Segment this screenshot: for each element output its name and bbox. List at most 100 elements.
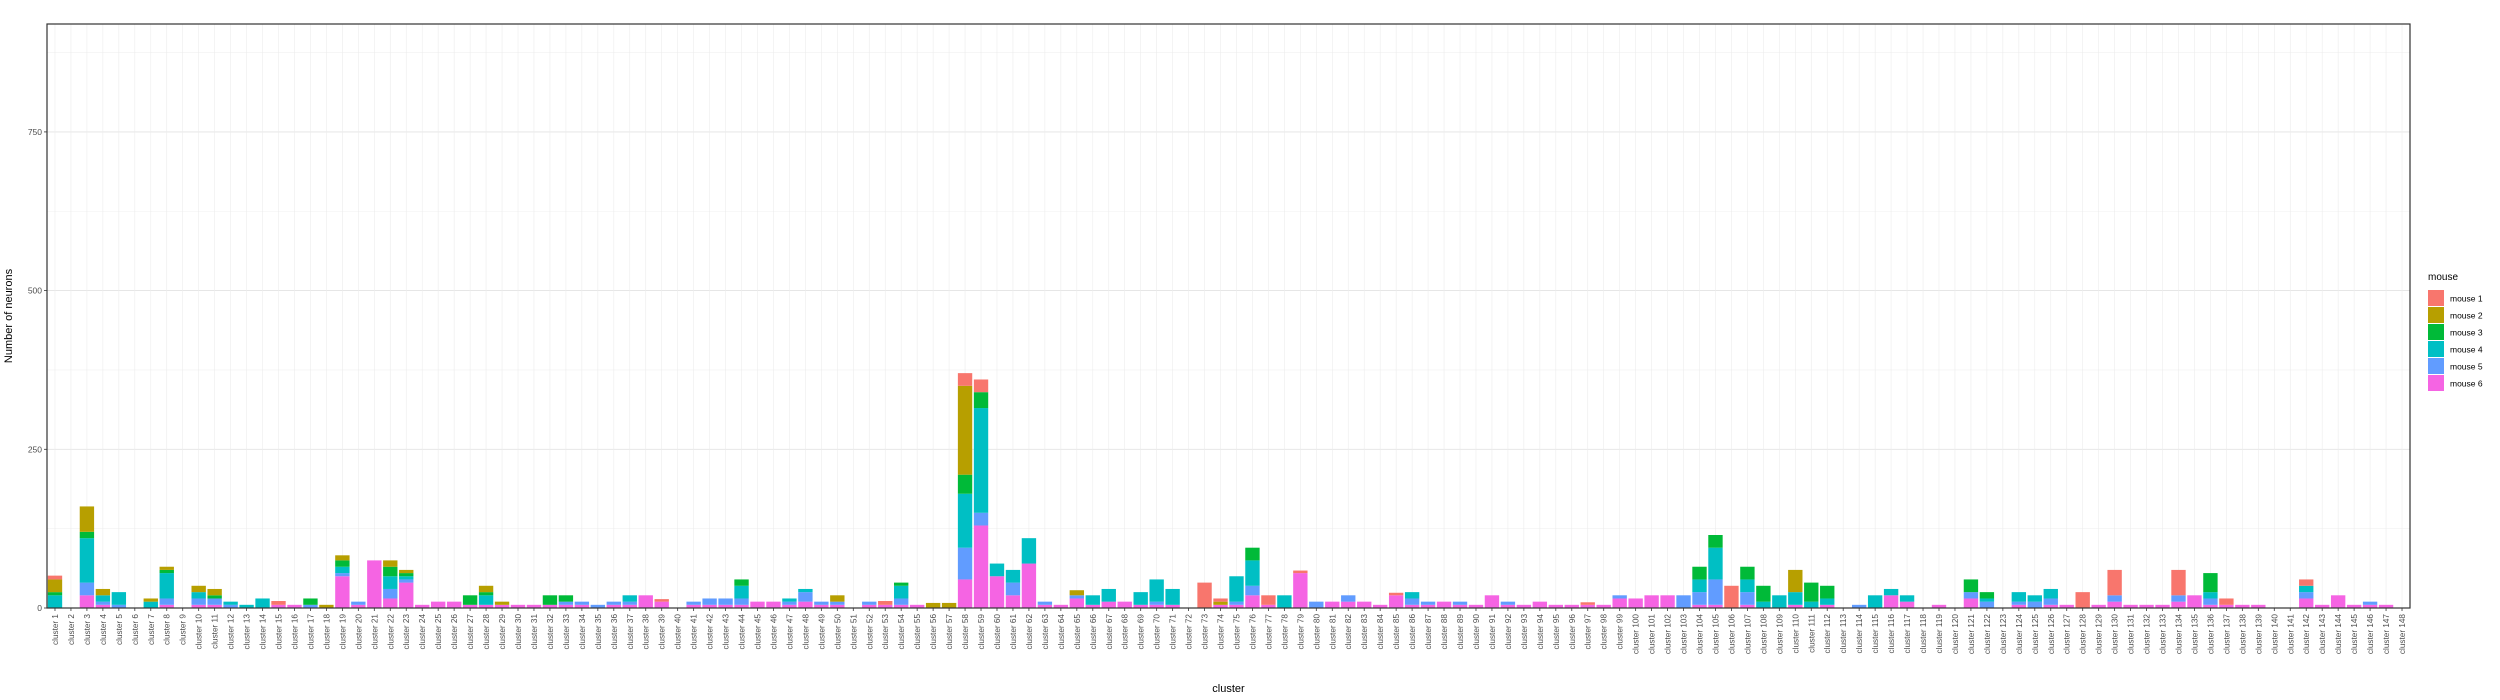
bar-segment-mouse-5-cluster-82 xyxy=(1341,595,1356,602)
bar-segment-mouse-6-cluster-132 xyxy=(2139,604,2154,608)
bar-segment-mouse-3-cluster-3 xyxy=(79,531,95,539)
x-tick-label: cluster 140 xyxy=(2270,614,2279,654)
x-tick-label: cluster 55 xyxy=(913,614,922,650)
x-tick-label: cluster 128 xyxy=(2079,614,2088,654)
bar-segment-mouse-5-cluster-136 xyxy=(2203,598,2218,605)
bar-segment-mouse-5-cluster-50 xyxy=(830,601,845,605)
bar-segment-mouse-6-cluster-70 xyxy=(1149,604,1164,608)
bar-segment-mouse-6-cluster-32 xyxy=(542,604,558,608)
bar-segment-mouse-2-cluster-19 xyxy=(335,555,350,561)
x-tick-label: cluster 75 xyxy=(1232,614,1241,650)
x-tick-label: cluster 32 xyxy=(546,614,555,650)
bar-segment-mouse-1-cluster-73 xyxy=(1197,582,1212,608)
bar-segment-mouse-4-cluster-86 xyxy=(1404,592,1420,599)
x-tick-label: cluster 58 xyxy=(961,614,970,650)
bar-segment-mouse-5-cluster-146 xyxy=(2362,601,2378,605)
bar-segment-mouse-6-cluster-24 xyxy=(415,604,430,608)
bar-segment-mouse-3-cluster-19 xyxy=(335,560,350,567)
bar-segment-mouse-6-cluster-28 xyxy=(478,604,494,608)
bar-segment-mouse-4-cluster-126 xyxy=(2043,588,2058,599)
x-tick-label: cluster 19 xyxy=(338,614,347,650)
legend: mouse mouse 1 mouse 2 mouse 3 mouse 4 mouse … xyxy=(2428,272,2483,391)
x-tick-label: cluster 89 xyxy=(1456,614,1465,650)
x-tick-label: cluster 124 xyxy=(2015,614,2024,654)
bar-segment-mouse-1-cluster-134 xyxy=(2171,569,2186,596)
bar-segment-mouse-4-cluster-142 xyxy=(2299,585,2314,593)
legend-key-mouse-5 xyxy=(2428,358,2444,374)
x-tick-label: cluster 56 xyxy=(929,614,938,650)
x-tick-label: cluster 36 xyxy=(610,614,619,650)
bar-segment-mouse-6-cluster-41 xyxy=(686,604,701,608)
bar-segment-mouse-2-cluster-22 xyxy=(383,560,398,567)
bar-segment-mouse-6-cluster-43 xyxy=(718,604,733,608)
bar-segment-mouse-4-cluster-116 xyxy=(1883,588,1899,596)
x-tick-label: cluster 67 xyxy=(1105,614,1114,650)
y-axis: 0 250 500 750 xyxy=(28,127,47,613)
bar-segment-mouse-6-cluster-39 xyxy=(654,601,669,608)
bar-segment-mouse-6-cluster-23 xyxy=(399,582,414,608)
bar-segment-mouse-6-cluster-105 xyxy=(1708,604,1723,608)
bar-segment-mouse-4-cluster-112 xyxy=(1820,598,1835,605)
bar-segment-mouse-2-cluster-56 xyxy=(925,602,941,608)
bar-segment-mouse-6-cluster-26 xyxy=(446,601,462,608)
x-tick-label: cluster 33 xyxy=(562,614,571,650)
y-tick-label: 750 xyxy=(28,127,42,137)
bar-segment-mouse-5-cluster-105 xyxy=(1708,579,1723,605)
x-tick-label: cluster 65 xyxy=(1073,614,1082,650)
bar-segment-mouse-4-cluster-67 xyxy=(1101,588,1116,602)
x-tick-label: cluster 85 xyxy=(1392,614,1401,650)
x-tick-label: cluster 136 xyxy=(2206,614,2215,654)
bar-segment-mouse-5-cluster-4 xyxy=(95,601,111,605)
bar-segment-mouse-5-cluster-42 xyxy=(702,598,717,605)
bar-segment-mouse-5-cluster-10 xyxy=(191,598,206,605)
bar-segment-mouse-6-cluster-139 xyxy=(2251,604,2266,608)
x-tick-label: cluster 102 xyxy=(1664,614,1673,654)
bar-segment-mouse-6-cluster-20 xyxy=(351,604,366,608)
bar-segment-mouse-6-cluster-83 xyxy=(1357,601,1372,608)
bar-segment-mouse-5-cluster-20 xyxy=(351,601,366,605)
bar-segment-mouse-4-cluster-22 xyxy=(383,576,398,589)
bar-segment-mouse-6-cluster-74 xyxy=(1213,604,1228,608)
x-tick-label: cluster 143 xyxy=(2318,614,2327,654)
bar-segment-mouse-5-cluster-22 xyxy=(383,588,398,599)
bar-segment-mouse-6-cluster-53 xyxy=(878,604,893,608)
bar-segment-mouse-1-cluster-106 xyxy=(1724,585,1739,608)
x-tick-label: cluster 48 xyxy=(801,614,810,650)
bar-segment-mouse-5-cluster-19 xyxy=(335,573,350,577)
bar-segment-mouse-6-cluster-131 xyxy=(2123,604,2138,608)
x-tick-label: cluster 13 xyxy=(243,614,252,650)
x-tick-label: cluster 84 xyxy=(1376,614,1385,650)
bar-segment-mouse-6-cluster-91 xyxy=(1484,595,1500,608)
x-tick-label: cluster 83 xyxy=(1360,614,1369,650)
bar-segment-mouse-5-cluster-80 xyxy=(1309,601,1324,608)
x-tick-label: cluster 81 xyxy=(1328,614,1337,650)
bar-segment-mouse-1-cluster-79 xyxy=(1293,570,1308,574)
bar-segment-mouse-6-cluster-61 xyxy=(1005,595,1021,608)
bar-segment-mouse-6-cluster-136 xyxy=(2203,604,2218,608)
bar-segment-mouse-4-cluster-1 xyxy=(47,595,63,608)
bar-segment-mouse-6-cluster-86 xyxy=(1404,604,1420,608)
bar-segment-mouse-5-cluster-130 xyxy=(2107,595,2122,602)
x-tick-label: cluster 40 xyxy=(674,614,683,650)
bar-segment-mouse-3-cluster-27 xyxy=(462,595,478,605)
x-tick-label: cluster 135 xyxy=(2190,614,2199,654)
bar-segment-mouse-4-cluster-75 xyxy=(1229,576,1244,602)
bar-segment-mouse-6-cluster-25 xyxy=(430,601,446,608)
bar-segment-mouse-1-cluster-74 xyxy=(1213,598,1228,602)
bar-segment-mouse-6-cluster-126 xyxy=(2043,604,2058,608)
bar-segment-mouse-6-cluster-59 xyxy=(973,525,989,608)
bar-segment-mouse-1-cluster-1 xyxy=(47,575,63,580)
legend-label: mouse 1 xyxy=(2450,294,2483,304)
bar-segment-mouse-3-cluster-1 xyxy=(47,592,63,596)
bar-segment-mouse-3-cluster-23 xyxy=(399,573,414,577)
bar-segment-mouse-2-cluster-3 xyxy=(79,506,95,532)
bar-segment-mouse-6-cluster-46 xyxy=(766,601,781,608)
x-tick-label: cluster 142 xyxy=(2302,614,2311,654)
bar-segment-mouse-6-cluster-127 xyxy=(2059,604,2074,608)
x-tick-label: cluster 20 xyxy=(354,614,363,650)
bar-segment-mouse-6-cluster-104 xyxy=(1692,604,1707,608)
bar-segment-mouse-6-cluster-119 xyxy=(1931,604,1947,608)
bar-segment-mouse-6-cluster-81 xyxy=(1325,601,1340,608)
bar-segment-mouse-5-cluster-12 xyxy=(223,604,238,608)
